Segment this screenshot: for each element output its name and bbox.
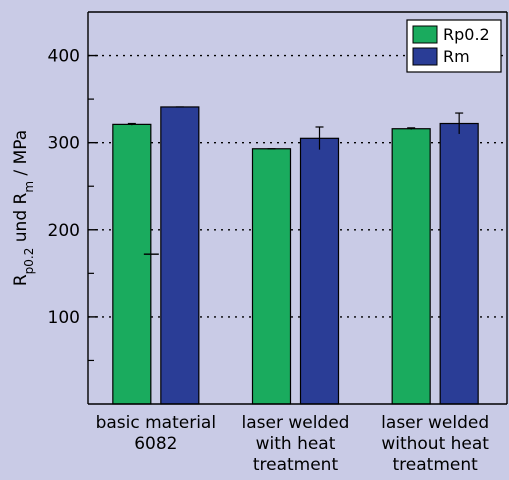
y-axis-label-part-4: / MPa: [11, 130, 31, 181]
axes: [87, 11, 508, 405]
y-tick-label-300: 300: [48, 134, 80, 154]
y-tick-label-400: 400: [48, 47, 80, 67]
y-axis-label-part-1: p0.2: [22, 248, 36, 275]
category-label-1-2: treatment: [253, 455, 339, 475]
legend-label-0: Rp0.2: [443, 25, 490, 44]
legend-label-1: Rm: [443, 47, 470, 66]
legend: Rp0.2 Rm: [406, 19, 502, 73]
y-axis-label-part-2: und R: [11, 192, 31, 247]
category-label-1-1: with heat: [256, 434, 336, 454]
bar-rm-1: [299, 137, 340, 405]
category-label-2-1: without heat: [381, 434, 489, 454]
bar-rm-0: [160, 106, 200, 405]
y-tick-label-100: 100: [48, 308, 80, 328]
bar-rp02-2: [391, 128, 431, 405]
y-axis-label-part-0: R: [11, 274, 31, 286]
y-axis-label: Rp0.2 und Rm / MPa: [11, 130, 36, 286]
category-label-1-0: laser welded: [242, 413, 350, 433]
category-label-0-1: 6082: [134, 434, 177, 454]
bar-rp02-1: [251, 148, 292, 405]
bars: [112, 106, 479, 405]
category-label-2-2: treatment: [393, 455, 479, 475]
bar-rm-2: [439, 122, 479, 405]
legend-swatch-1: [412, 47, 438, 66]
y-tick-label-200: 200: [48, 221, 80, 241]
bar-rp02-0: [112, 123, 152, 405]
legend-swatch-0: [412, 25, 438, 44]
category-label-0-0: basic material: [96, 413, 217, 433]
y-axis-label-part-3: m: [22, 181, 36, 193]
category-label-2-0: laser welded: [381, 413, 489, 433]
